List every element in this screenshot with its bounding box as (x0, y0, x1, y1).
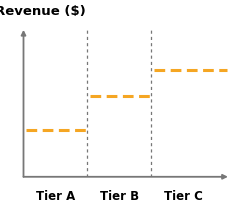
Text: Tier B: Tier B (100, 190, 139, 203)
Text: Tier A: Tier A (36, 190, 75, 203)
Text: Tier C: Tier C (164, 190, 203, 203)
Text: Revenue ($): Revenue ($) (0, 5, 86, 18)
